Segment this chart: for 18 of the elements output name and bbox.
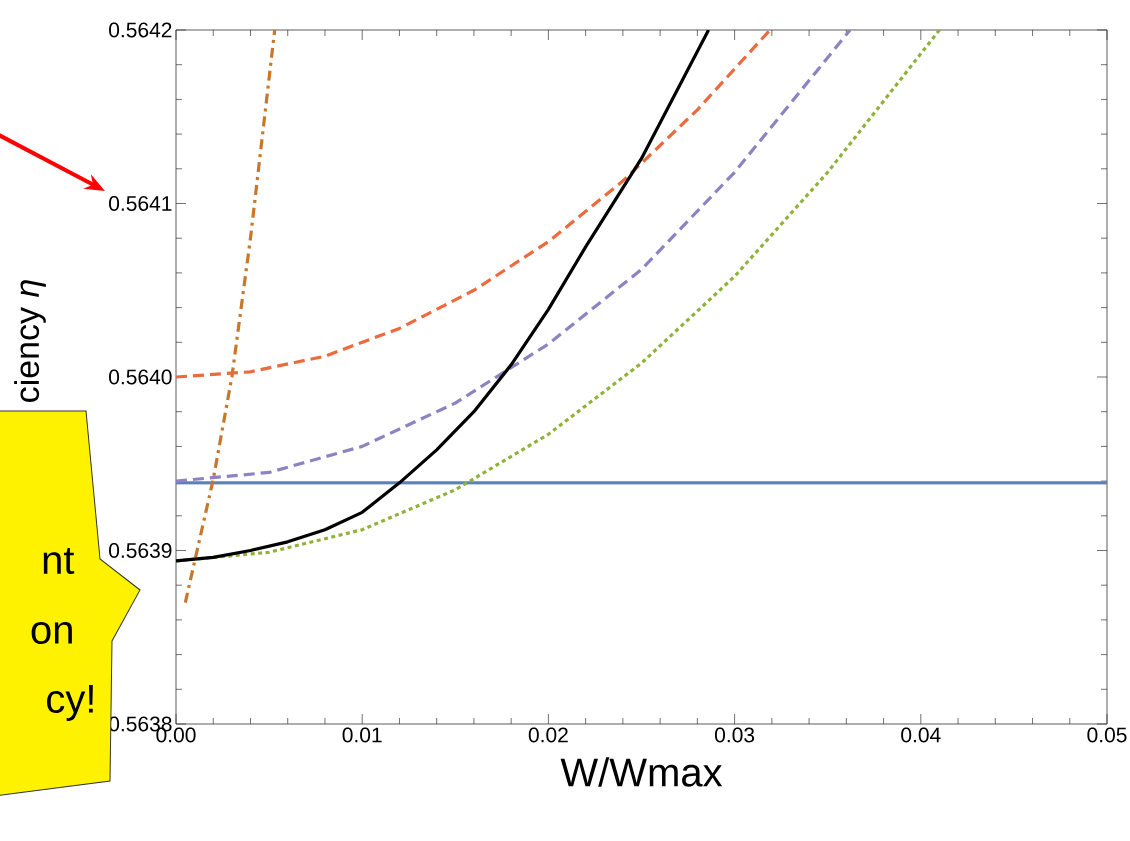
text: on xyxy=(31,622,72,644)
x-tick-label: 0.04 xyxy=(901,727,941,743)
x-tick-label: 0.01 xyxy=(342,727,382,743)
x-tick-label: 0.05 xyxy=(1087,727,1127,743)
y-axis-title: ciency η xyxy=(14,280,46,402)
x-tick-label: 0.02 xyxy=(528,727,568,743)
line-series xyxy=(176,30,852,483)
line-series xyxy=(183,30,277,605)
text: nt xyxy=(43,547,75,575)
text: cy! xyxy=(47,685,93,721)
x-tick-label: 0.03 xyxy=(714,727,755,743)
line-series xyxy=(176,30,772,379)
x-axis-title: W/Wmax xyxy=(560,757,723,787)
y-tick-label: 0.5641 xyxy=(109,196,172,211)
line-series xyxy=(176,30,711,563)
y-tick-label: 0.5642 xyxy=(109,22,172,38)
y-tick-label: 0.5640 xyxy=(109,369,172,385)
y-tick-label: 0.5639 xyxy=(109,543,172,558)
